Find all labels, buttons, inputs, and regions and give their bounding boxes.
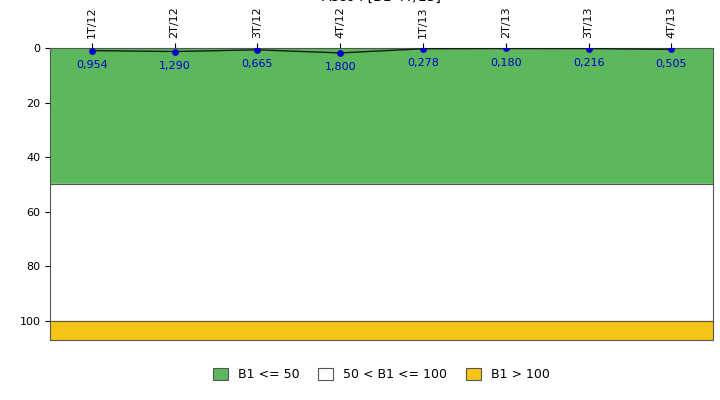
Point [169,48,181,55]
Text: 0,278: 0,278 [407,58,439,68]
Text: 0,216: 0,216 [573,58,604,68]
Point [334,50,346,56]
Text: 0,665: 0,665 [242,59,273,69]
Text: 0,180: 0,180 [490,58,521,68]
Text: 0,505: 0,505 [656,59,687,69]
Legend: B1 <= 50, 50 < B1 <= 100, B1 > 100: B1 <= 50, 50 < B1 <= 100, B1 > 100 [208,363,555,386]
Bar [50,321,713,340]
Point [582,45,594,52]
Text: 0,954: 0,954 [76,60,108,70]
Point [418,46,429,52]
Bar [50,48,713,184]
Point [500,45,511,52]
Point [666,46,678,52]
Text: 1,800: 1,800 [325,62,356,72]
Title: Ascó I [B1 4T/13]: Ascó I [B1 4T/13] [322,0,441,4]
Text: 1,290: 1,290 [158,61,191,71]
Point [252,47,264,53]
Point [86,48,98,54]
Bar [50,184,713,321]
